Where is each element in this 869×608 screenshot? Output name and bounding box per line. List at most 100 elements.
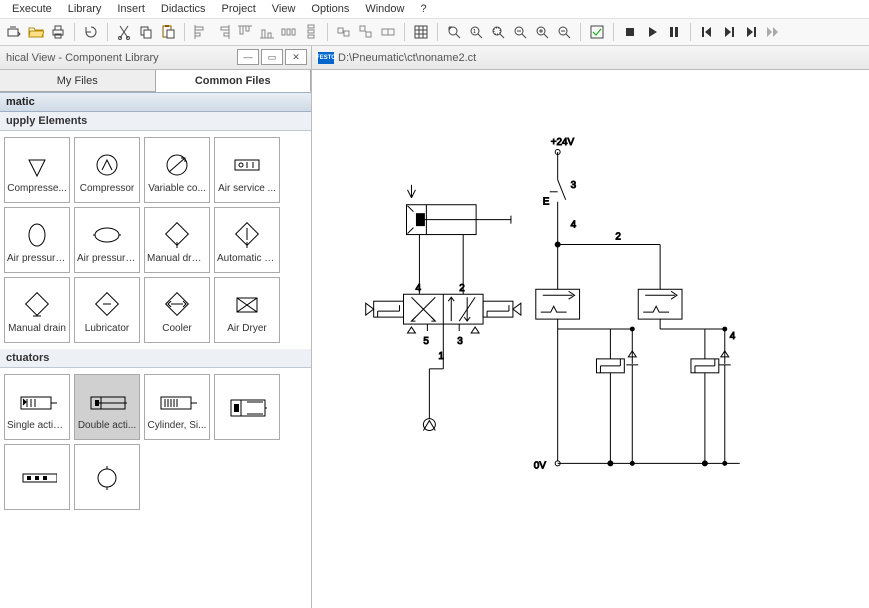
components-supply: Compresse... CompressorVariable co... Air …: [0, 131, 311, 349]
component-item[interactable]: Lubricator: [74, 277, 140, 343]
menu-library[interactable]: Library: [60, 3, 110, 15]
zoom-prev-icon[interactable]: [510, 22, 530, 42]
component-label: Double acti...: [77, 420, 137, 431]
component-item[interactable]: Compresse...: [4, 137, 70, 203]
stop-icon[interactable]: [620, 22, 640, 42]
components-actuators: Single actin... Double acti... Cylinder, S…: [0, 368, 311, 516]
panel-max-icon[interactable]: ▭: [261, 49, 283, 65]
svg-text:4: 4: [415, 283, 421, 294]
label-24v: +24V: [551, 137, 575, 148]
svg-text:2: 2: [459, 283, 465, 294]
zoom-out-icon[interactable]: [554, 22, 574, 42]
grid-icon[interactable]: [411, 22, 431, 42]
group2-icon[interactable]: [356, 22, 376, 42]
component-item[interactable]: Compressor: [74, 137, 140, 203]
skip-end-icon[interactable]: [741, 22, 761, 42]
menu-didactics[interactable]: Didactics: [153, 3, 214, 15]
group1-icon[interactable]: [334, 22, 354, 42]
component-item[interactable]: [214, 374, 280, 440]
cut-icon[interactable]: [114, 22, 134, 42]
align-bottom-icon[interactable]: [257, 22, 277, 42]
play-icon[interactable]: [642, 22, 662, 42]
component-item[interactable]: Air Dryer: [214, 277, 280, 343]
open-dropdown-icon[interactable]: [4, 22, 24, 42]
svg-text:E: E: [543, 197, 550, 208]
print-icon[interactable]: [48, 22, 68, 42]
component-item[interactable]: Manual drai...: [144, 207, 210, 273]
component-item[interactable]: Variable co...: [144, 137, 210, 203]
component-item[interactable]: [4, 444, 70, 510]
subcategory-actuators[interactable]: ctuators: [0, 349, 311, 368]
component-label: Air Dryer: [217, 323, 277, 334]
svg-text:1: 1: [473, 29, 476, 35]
paste-icon[interactable]: [158, 22, 178, 42]
menu-help[interactable]: ?: [412, 3, 434, 15]
component-item[interactable]: Air pressure...: [74, 207, 140, 273]
menu-project[interactable]: Project: [214, 3, 264, 15]
component-item[interactable]: Automatic d...: [214, 207, 280, 273]
menu-insert[interactable]: Insert: [109, 3, 153, 15]
copy-icon[interactable]: [136, 22, 156, 42]
document-path: D:\Pneumatic\ct\noname2.ct: [338, 52, 476, 64]
group3-icon[interactable]: [378, 22, 398, 42]
align-right-icon[interactable]: [213, 22, 233, 42]
component-item[interactable]: Cooler: [144, 277, 210, 343]
component-label: Cylinder, Si...: [147, 420, 207, 431]
component-symbol-icon: [17, 147, 57, 183]
tab-common-files[interactable]: Common Files: [156, 70, 312, 92]
ffwd-icon[interactable]: [763, 22, 783, 42]
zoom-actual-icon[interactable]: 1: [466, 22, 486, 42]
panel-min-icon[interactable]: —: [237, 49, 259, 65]
svg-text:3: 3: [457, 336, 463, 347]
component-item[interactable]: Air pressure...: [4, 207, 70, 273]
menu-view[interactable]: View: [264, 3, 304, 15]
pause-icon[interactable]: [664, 22, 684, 42]
component-label: Single actin...: [7, 420, 67, 431]
subcategory-supply[interactable]: upply Elements: [0, 112, 311, 131]
component-label: Lubricator: [77, 323, 137, 334]
distribute-v-icon[interactable]: [301, 22, 321, 42]
document-panel: FESTO D:\Pneumatic\ct\noname2.ct +24V 3 …: [312, 46, 869, 608]
open-folder-icon[interactable]: [26, 22, 46, 42]
circuit-canvas[interactable]: +24V 3 E 4 2: [312, 70, 869, 608]
component-symbol-icon: [227, 389, 267, 425]
component-label: Manual drain: [7, 323, 67, 334]
undo-icon[interactable]: [81, 22, 101, 42]
component-item[interactable]: Double acti...: [74, 374, 140, 440]
festo-logo-icon: FESTO: [318, 52, 334, 64]
zoom-region-icon[interactable]: [488, 22, 508, 42]
zoom-in-icon[interactable]: [532, 22, 552, 42]
component-label: Cooler: [147, 323, 207, 334]
library-tabs: My Files Common Files: [0, 70, 311, 92]
svg-text:2: 2: [615, 232, 621, 243]
skip-start-icon[interactable]: [697, 22, 717, 42]
panel-close-icon[interactable]: ✕: [285, 49, 307, 65]
component-label: Air pressure...: [77, 253, 137, 264]
step-fwd-icon[interactable]: [719, 22, 739, 42]
component-item[interactable]: Air service ...: [214, 137, 280, 203]
component-symbol-icon: [17, 384, 57, 420]
component-symbol-icon: [17, 287, 57, 323]
align-top-icon[interactable]: [235, 22, 255, 42]
tab-my-files[interactable]: My Files: [0, 70, 156, 91]
menu-options[interactable]: Options: [303, 3, 357, 15]
component-item[interactable]: Cylinder, Si...: [144, 374, 210, 440]
component-label: Air pressure...: [7, 253, 67, 264]
component-item[interactable]: [74, 444, 140, 510]
check-icon[interactable]: [587, 22, 607, 42]
panel-title: hical View - Component Library: [6, 52, 159, 64]
category-pneumatic[interactable]: matic: [0, 92, 311, 112]
component-library-panel: hical View - Component Library — ▭ ✕ My …: [0, 46, 312, 608]
component-symbol-icon: [87, 147, 127, 183]
component-symbol-icon: [157, 287, 197, 323]
distribute-h-icon[interactable]: [279, 22, 299, 42]
component-item[interactable]: Single actin...: [4, 374, 70, 440]
align-left-icon[interactable]: [191, 22, 211, 42]
zoom-fit-icon[interactable]: [444, 22, 464, 42]
component-label: Compresse...: [7, 183, 67, 194]
component-symbol-icon: [227, 147, 267, 183]
menu-execute[interactable]: Execute: [4, 3, 60, 15]
component-item[interactable]: Manual drain: [4, 277, 70, 343]
menu-window[interactable]: Window: [357, 3, 412, 15]
component-label: Air service ...: [217, 183, 277, 194]
